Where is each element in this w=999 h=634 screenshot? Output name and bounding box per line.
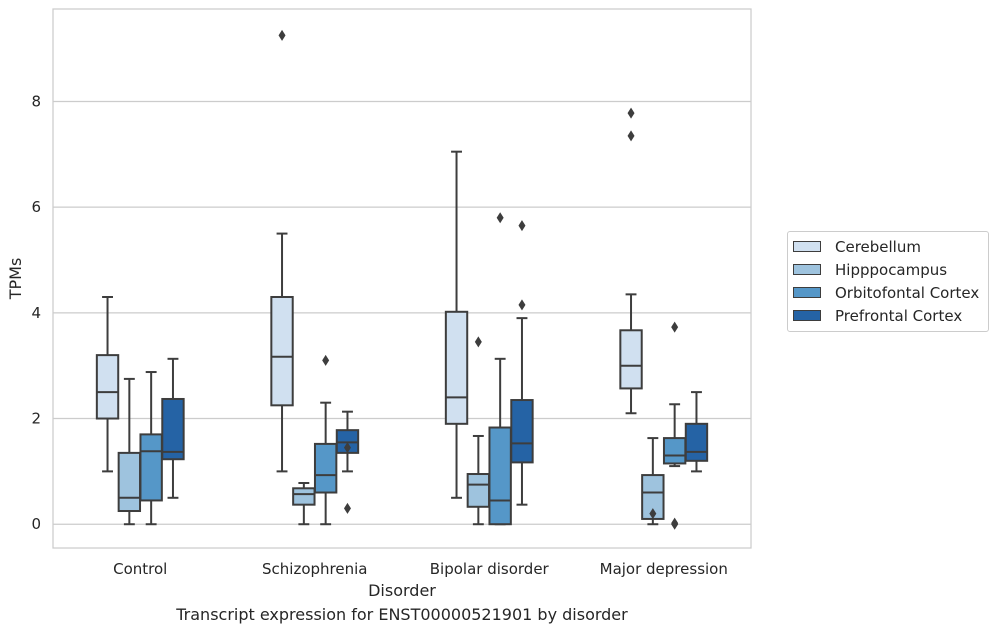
box-iqr: [161, 397, 185, 461]
box-iqr: [662, 437, 687, 465]
y-axis-label: TPMs: [6, 258, 25, 301]
x-tick-label: Schizophrenia: [262, 560, 367, 578]
box-iqr: [619, 329, 643, 390]
box-iqr: [510, 399, 534, 464]
outlier-point: [343, 502, 351, 514]
legend-label: Hipppocampus: [835, 260, 948, 279]
outlier-point: [278, 29, 286, 41]
outlier-point: [649, 508, 657, 520]
chart-title: Transcript expression for ENST0000052190…: [176, 605, 628, 624]
legend-swatch: [793, 287, 821, 298]
y-tick-label: 0: [31, 515, 41, 533]
plot-area-frame: [52, 8, 752, 549]
legend-label: Prefrontal Cortex: [835, 306, 963, 325]
x-axis-label: Disorder: [368, 581, 436, 600]
legend-item: Prefrontal Cortex: [788, 304, 988, 327]
box-iqr: [466, 473, 491, 508]
outlier-point: [627, 107, 635, 119]
box-orbitofontal-cortex: [313, 354, 338, 526]
x-tick-label: Bipolar disorder: [430, 560, 550, 578]
box-iqr: [488, 426, 512, 526]
legend-swatch: [793, 241, 821, 252]
outlier-point: [518, 220, 526, 232]
box-cerebellum: [619, 107, 643, 415]
box-prefrontal-cortex: [684, 391, 709, 473]
box-iqr: [270, 295, 294, 407]
legend-label: Cerebellum: [835, 237, 921, 256]
x-axis-ticks: Control Schizophrenia Bipolar disorder Majo…: [113, 560, 728, 578]
legend: Cerebellum Hipppocampus Orbitofontal Corte…: [787, 231, 989, 332]
box-hipppocampus: [292, 482, 316, 526]
x-tick-label: Major depression: [600, 560, 728, 578]
y-axis-ticks: 0 2 4 6 8: [31, 92, 41, 533]
legend-item: Hipppocampus: [788, 258, 988, 281]
box-iqr: [292, 487, 316, 506]
outlier-point: [474, 336, 482, 348]
y-tick-label: 6: [31, 198, 41, 216]
box-iqr: [444, 310, 469, 425]
box-iqr: [139, 433, 163, 502]
box-prefrontal-cortex: [335, 410, 360, 514]
outlier-point: [518, 299, 526, 311]
y-tick-label: 4: [31, 304, 41, 322]
box-plot-series: [95, 29, 709, 530]
legend-item: Orbitofontal Cortex: [788, 281, 988, 304]
box-hipppocampus: [117, 377, 142, 526]
y-tick-label: 2: [31, 410, 41, 428]
box-prefrontal-cortex: [161, 357, 185, 499]
legend-swatch: [793, 310, 821, 321]
outlier-point: [627, 130, 635, 142]
outlier-point: [671, 321, 679, 333]
box-cerebellum: [95, 295, 120, 473]
box-hipppocampus: [466, 336, 491, 526]
outlier-point: [322, 354, 330, 366]
y-tick-label: 8: [31, 92, 41, 110]
box-iqr: [95, 354, 120, 420]
box-orbitofontal-cortex: [662, 321, 687, 530]
legend-swatch: [793, 264, 821, 275]
outlier-point: [671, 517, 679, 529]
legend-label: Orbitofontal Cortex: [835, 283, 980, 302]
box-iqr: [313, 442, 338, 494]
box-orbitofontal-cortex: [139, 371, 163, 526]
box-iqr: [117, 451, 142, 513]
legend-item: Cerebellum: [788, 235, 988, 258]
box-prefrontal-cortex: [510, 220, 534, 506]
outlier-point: [343, 442, 351, 454]
x-tick-label: Control: [113, 560, 167, 578]
box-iqr: [684, 422, 709, 462]
outlier-point: [496, 212, 504, 224]
box-cerebellum: [270, 29, 294, 473]
box-cerebellum: [444, 150, 469, 499]
box-orbitofontal-cortex: [488, 212, 512, 526]
box-hipppocampus: [641, 437, 665, 526]
